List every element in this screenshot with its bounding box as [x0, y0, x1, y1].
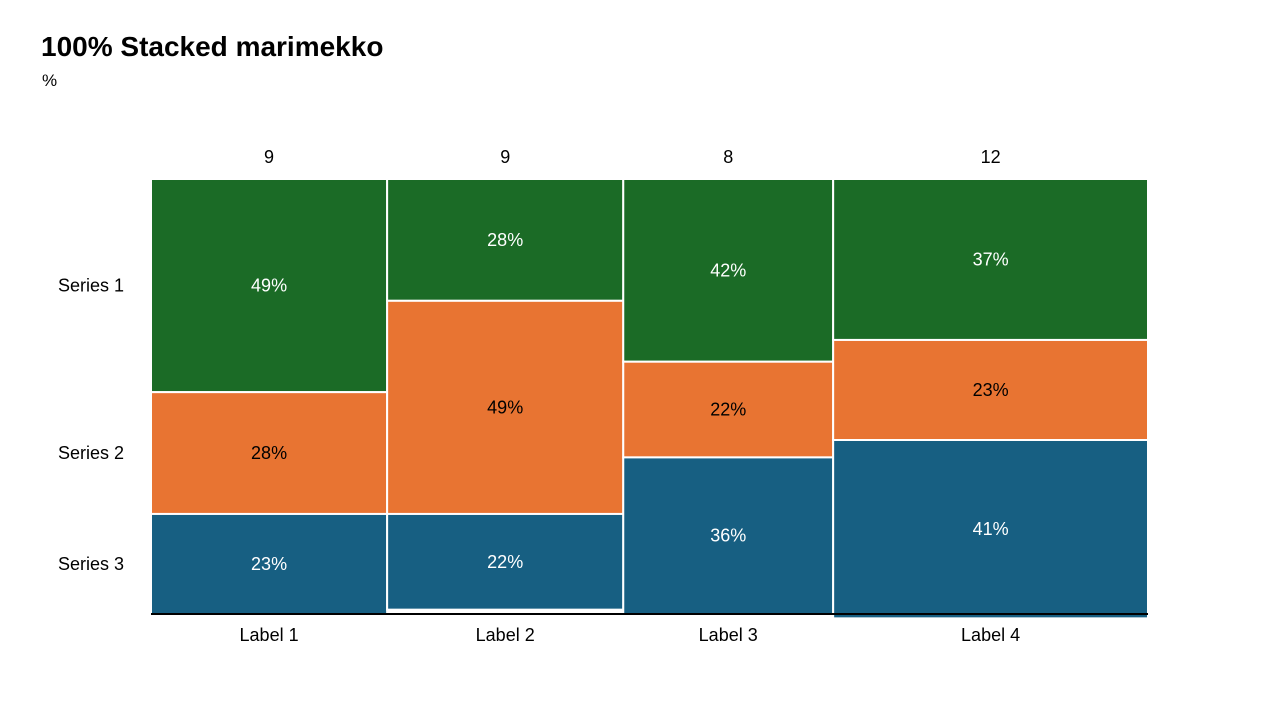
segment-series-1-label-1 [150, 178, 389, 394]
data-label: 28% [487, 230, 523, 250]
data-label: 36% [710, 526, 746, 546]
series-label-series-3: Series 3 [58, 554, 124, 574]
series-label-series-1: Series 1 [58, 276, 124, 296]
column-width-label: 9 [500, 147, 510, 167]
data-label: 41% [973, 519, 1009, 539]
segment-series-3-label-4 [832, 439, 1149, 620]
data-label: 28% [251, 443, 287, 463]
data-label: 49% [251, 276, 287, 296]
x-tick-label: Label 4 [961, 625, 1020, 645]
data-label: 49% [487, 397, 523, 417]
x-tick-label: Label 1 [240, 625, 299, 645]
segment-series-2-label-3 [622, 360, 835, 459]
chart-title: 100% Stacked marimekko [41, 31, 384, 62]
chart-subtitle: % [42, 71, 58, 90]
segment-series-1-label-3 [622, 178, 835, 363]
segment-series-3-label-3 [622, 456, 835, 615]
column-width-label: 12 [981, 147, 1001, 167]
segment-series-1-label-4 [832, 178, 1149, 341]
data-label: 23% [973, 380, 1009, 400]
segment-series-3-label-2 [386, 512, 625, 611]
data-label: 23% [251, 554, 287, 574]
data-label: 37% [973, 249, 1009, 269]
data-label: 42% [710, 260, 746, 280]
data-label: 22% [487, 552, 523, 572]
segment-series-2-label-4 [832, 338, 1149, 442]
x-tick-label: Label 3 [699, 625, 758, 645]
x-tick-label: Label 2 [476, 625, 535, 645]
data-label: 22% [710, 400, 746, 420]
column-width-label: 8 [723, 147, 733, 167]
column-width-label: 9 [264, 147, 274, 167]
series-label-series-2: Series 2 [58, 443, 124, 463]
